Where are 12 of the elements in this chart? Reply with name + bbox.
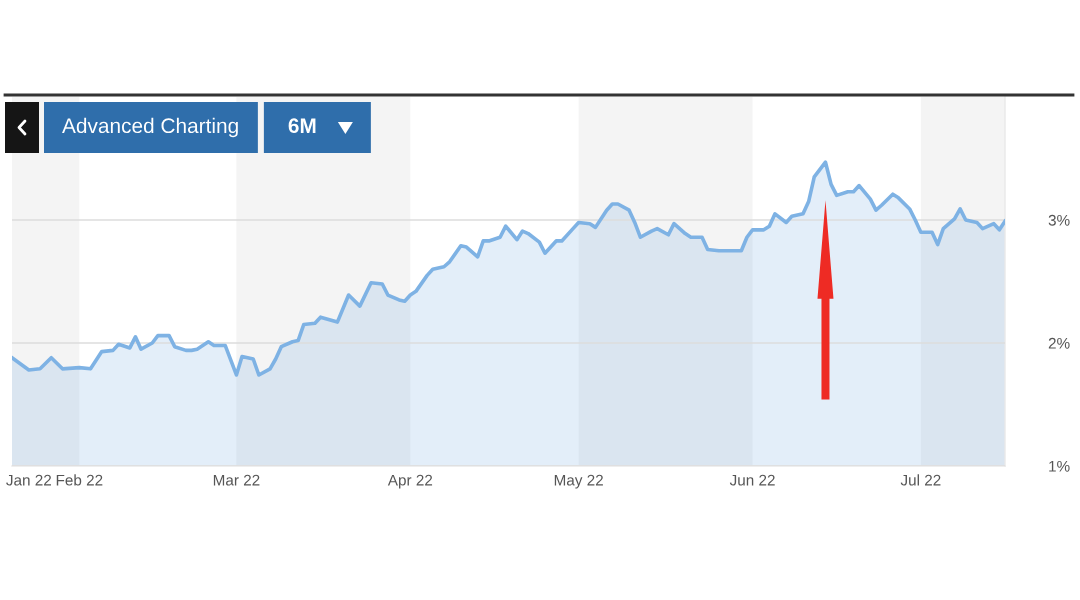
x-tick-label: Apr 22 — [387, 474, 433, 489]
x-tick-label: Mar 22 — [213, 474, 260, 486]
annotation: 6M — [288, 118, 316, 134]
y-tick-label: 3% — [1048, 214, 1070, 226]
y-tick-label: 1% — [1049, 460, 1070, 472]
x-tick-label: Feb 22 — [56, 474, 103, 486]
y-tick-label: 2% — [1048, 337, 1070, 349]
annotation: Advanced Charting — [62, 117, 238, 138]
x-tick-label: Jun 22 — [729, 474, 775, 486]
x-tick-label: Jul 22 — [900, 474, 941, 486]
x-tick-label: Jan 22 — [6, 474, 51, 486]
x-tick-label: May 22 — [554, 474, 603, 489]
